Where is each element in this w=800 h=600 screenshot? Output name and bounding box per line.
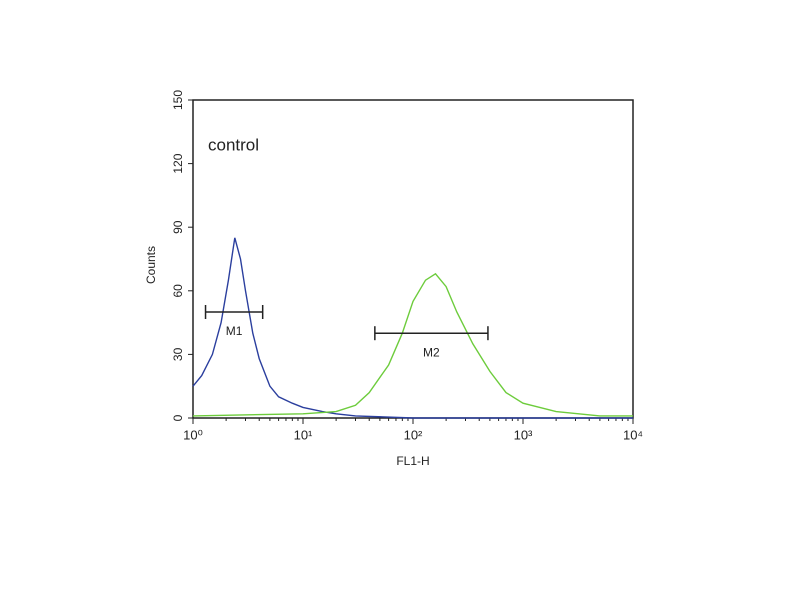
gate-label: M2 (423, 345, 440, 359)
x-tick-label: 10⁴ (623, 427, 643, 442)
y-tick-label: 30 (171, 347, 185, 361)
x-tick-label: 10¹ (294, 427, 313, 442)
x-tick-label: 10³ (514, 427, 533, 442)
histogram-line (192, 237, 633, 419)
y-tick-label: 150 (171, 90, 185, 110)
x-axis-label: FL1-H (396, 454, 429, 468)
gate-label: M1 (226, 324, 243, 338)
y-tick-label: 120 (171, 153, 185, 173)
x-tick-label: 10² (404, 427, 423, 442)
y-tick-label: 60 (171, 284, 185, 298)
annotation: control (208, 135, 259, 154)
histogram-line (192, 272, 633, 417)
x-tick-label: 10⁰ (183, 427, 203, 442)
y-tick-label: 90 (171, 220, 185, 234)
y-tick-label: 0 (171, 414, 185, 421)
y-axis-label: Counts (144, 246, 158, 284)
